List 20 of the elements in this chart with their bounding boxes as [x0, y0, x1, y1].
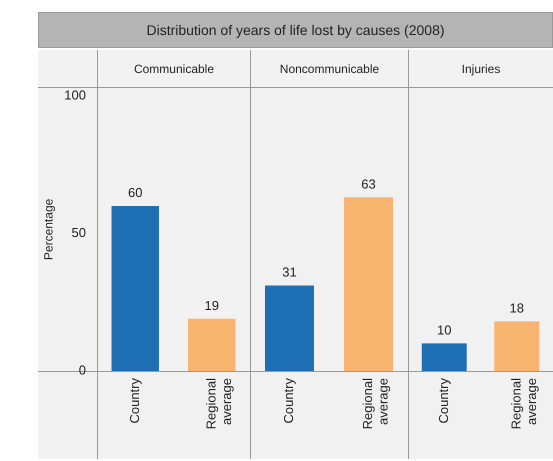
chart-subtitle: Communicable	[97, 50, 250, 87]
x-tick-label: Regional average	[508, 378, 539, 430]
data-label: 60	[128, 185, 142, 200]
chart-subtitle: Injuries	[408, 50, 553, 87]
chart-subtitle: Noncommunicable	[250, 50, 408, 87]
y-axis-title: Percentage	[42, 198, 56, 260]
data-label: 10	[437, 322, 452, 338]
y-tick-label: 50	[72, 225, 86, 240]
y-tick-label: 0	[78, 362, 86, 378]
x-tick-label: Country	[436, 378, 451, 424]
data-label: 31	[282, 264, 297, 280]
text: Distribution of years of life lost by causes (2008)	[38, 12, 553, 48]
data-label: 19	[204, 298, 219, 313]
data-label: 63	[361, 176, 376, 192]
data-label: 18	[510, 300, 524, 316]
x-tick-label: Country	[281, 378, 296, 424]
y-tick-label: 100	[64, 88, 86, 103]
x-tick-label: Regional average	[360, 378, 391, 430]
x-tick-label: Regional average	[203, 378, 234, 430]
x-tick-label: Country	[126, 378, 142, 424]
